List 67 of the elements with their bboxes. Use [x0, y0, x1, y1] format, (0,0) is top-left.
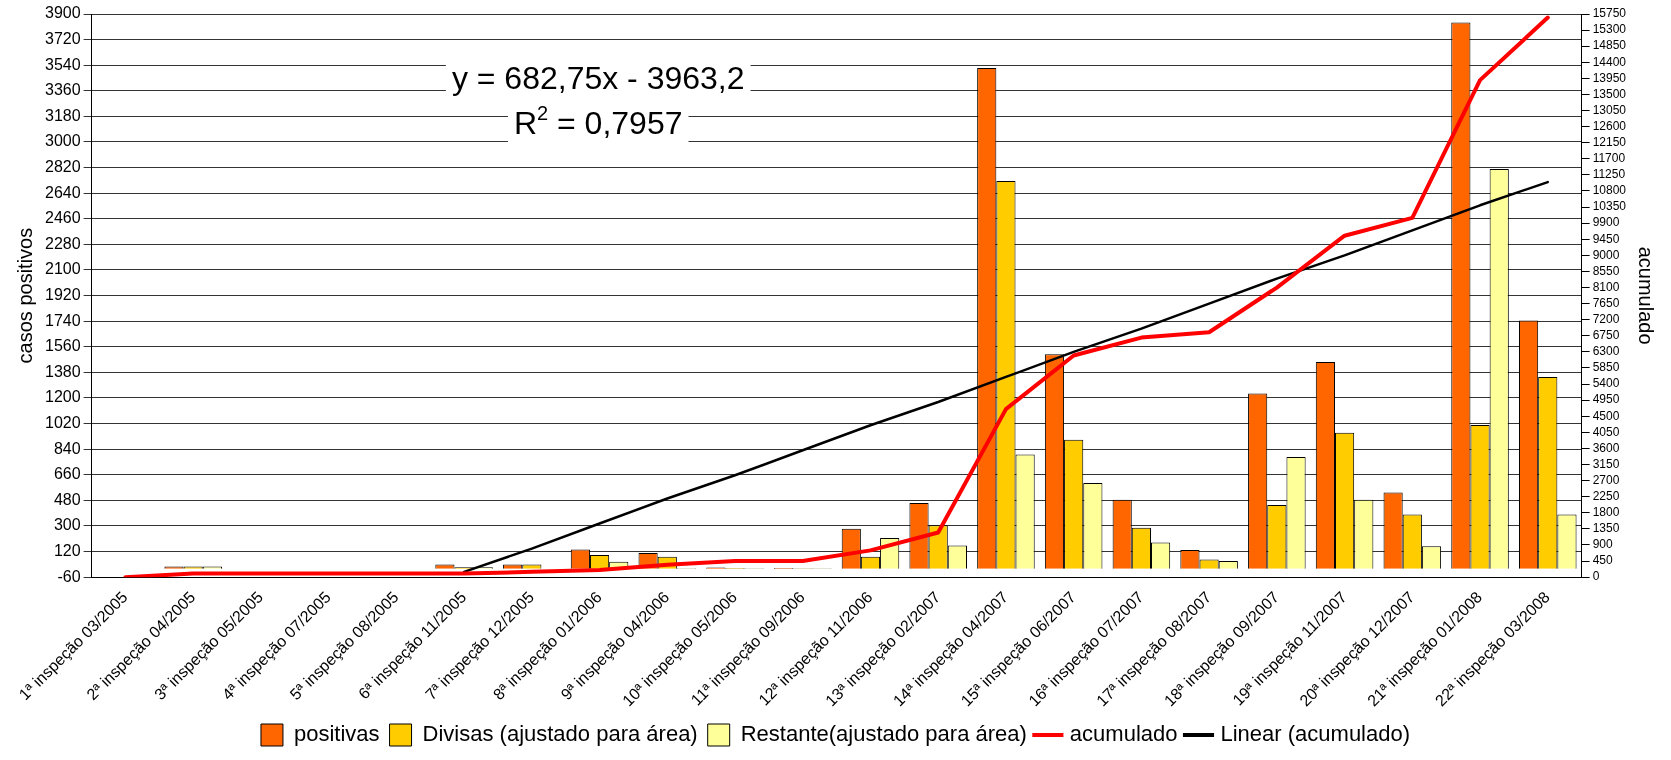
y2-tick-label: 11700: [1592, 151, 1626, 166]
y-tick-label: 1380: [45, 362, 81, 380]
y2-tick-label: 5400: [1592, 376, 1620, 391]
legend-label: Linear (acumulado): [1220, 721, 1411, 747]
y2-tick-label: 15750: [1592, 6, 1627, 21]
y-tick-label: 660: [53, 465, 81, 483]
legend-label: Restante(ajustado para área): [740, 721, 1027, 747]
y2-tick-label: 13950: [1592, 70, 1627, 85]
y-tick-label: 2280: [45, 234, 81, 252]
y-tick-label: 3720: [45, 30, 81, 48]
y2-tick-label: 900: [1592, 537, 1613, 552]
y2-tick-label: 12600: [1592, 118, 1627, 133]
y-tick-label: 1740: [45, 311, 81, 329]
y-tick-label: 1920: [45, 286, 81, 303]
y2-tick-label: 12150: [1592, 135, 1627, 150]
y2-tick-label: 4050: [1592, 424, 1620, 439]
annotation: y = 682,75x - 3963,2: [451, 60, 745, 96]
y2-tick-label: 8100: [1592, 279, 1620, 294]
y2-tick-label: 7650: [1592, 295, 1620, 310]
y-tick-label: 1020: [45, 413, 81, 431]
y2-tick-label: 2700: [1592, 472, 1620, 487]
y2-tick-label: 6300: [1592, 344, 1620, 359]
y-tick-label: 2460: [45, 209, 81, 227]
y2-tick-label: 4950: [1592, 392, 1620, 407]
y2-tick-label: 9900: [1592, 215, 1620, 230]
y2-tick-label: 450: [1592, 553, 1613, 568]
y-tick-label: -60: [57, 567, 81, 585]
y2-tick-label: 4500: [1592, 408, 1620, 423]
y-tick-label: 3000: [45, 132, 81, 150]
y-tick-label: 480: [53, 490, 81, 508]
y2-tick-label: 13500: [1592, 86, 1627, 101]
y2-tick-label: 1800: [1592, 505, 1620, 520]
y2-tick-label: 6750: [1592, 328, 1620, 343]
y2-tick-label: 2250: [1592, 489, 1620, 504]
y2-tick-label: 15300: [1592, 22, 1627, 37]
y2-tick-label: 1350: [1592, 521, 1620, 536]
y2-tick-label: 9450: [1592, 231, 1620, 246]
y2-tick-label: 3150: [1592, 456, 1620, 471]
y-tick-label: 120: [53, 541, 81, 559]
y2-tick-label: 8550: [1592, 263, 1620, 278]
y2-tick-label: 7200: [1592, 312, 1620, 327]
legend-label: acumulado: [1069, 721, 1178, 747]
y-tick-label: 1200: [45, 388, 81, 406]
y-tick-label: 3180: [45, 106, 81, 124]
y2-tick-label: 13050: [1592, 102, 1627, 117]
legend-label: positivas: [293, 721, 380, 747]
y2-axis-title: acumulado: [1635, 246, 1658, 345]
y-tick-label: 3360: [45, 81, 81, 99]
y2-tick-label: 9000: [1592, 247, 1620, 262]
y2-tick-label: 10350: [1592, 199, 1627, 214]
y2-tick-label: 11250: [1592, 167, 1626, 182]
y2-tick-label: 0: [1592, 569, 1600, 584]
y-tick-label: 1560: [45, 337, 81, 355]
y-tick-label: 2640: [45, 183, 81, 201]
y2-tick-label: 5850: [1592, 360, 1620, 375]
y-tick-label: 3900: [45, 4, 81, 22]
y-axis-title: casos positivos: [13, 227, 36, 364]
y2-tick-label: 10800: [1592, 183, 1627, 198]
y-tick-label: 300: [53, 516, 81, 534]
y-tick-label: 2100: [45, 260, 81, 278]
y-tick-label: 3540: [45, 55, 81, 73]
y-tick-label: 840: [53, 439, 81, 457]
y2-tick-label: 3600: [1592, 440, 1620, 455]
legend-label: Divisas (ajustado para área): [422, 721, 698, 747]
y-tick-label: 2820: [45, 158, 81, 175]
y2-tick-label: 14850: [1592, 38, 1627, 53]
y2-tick-label: 14400: [1592, 54, 1627, 69]
